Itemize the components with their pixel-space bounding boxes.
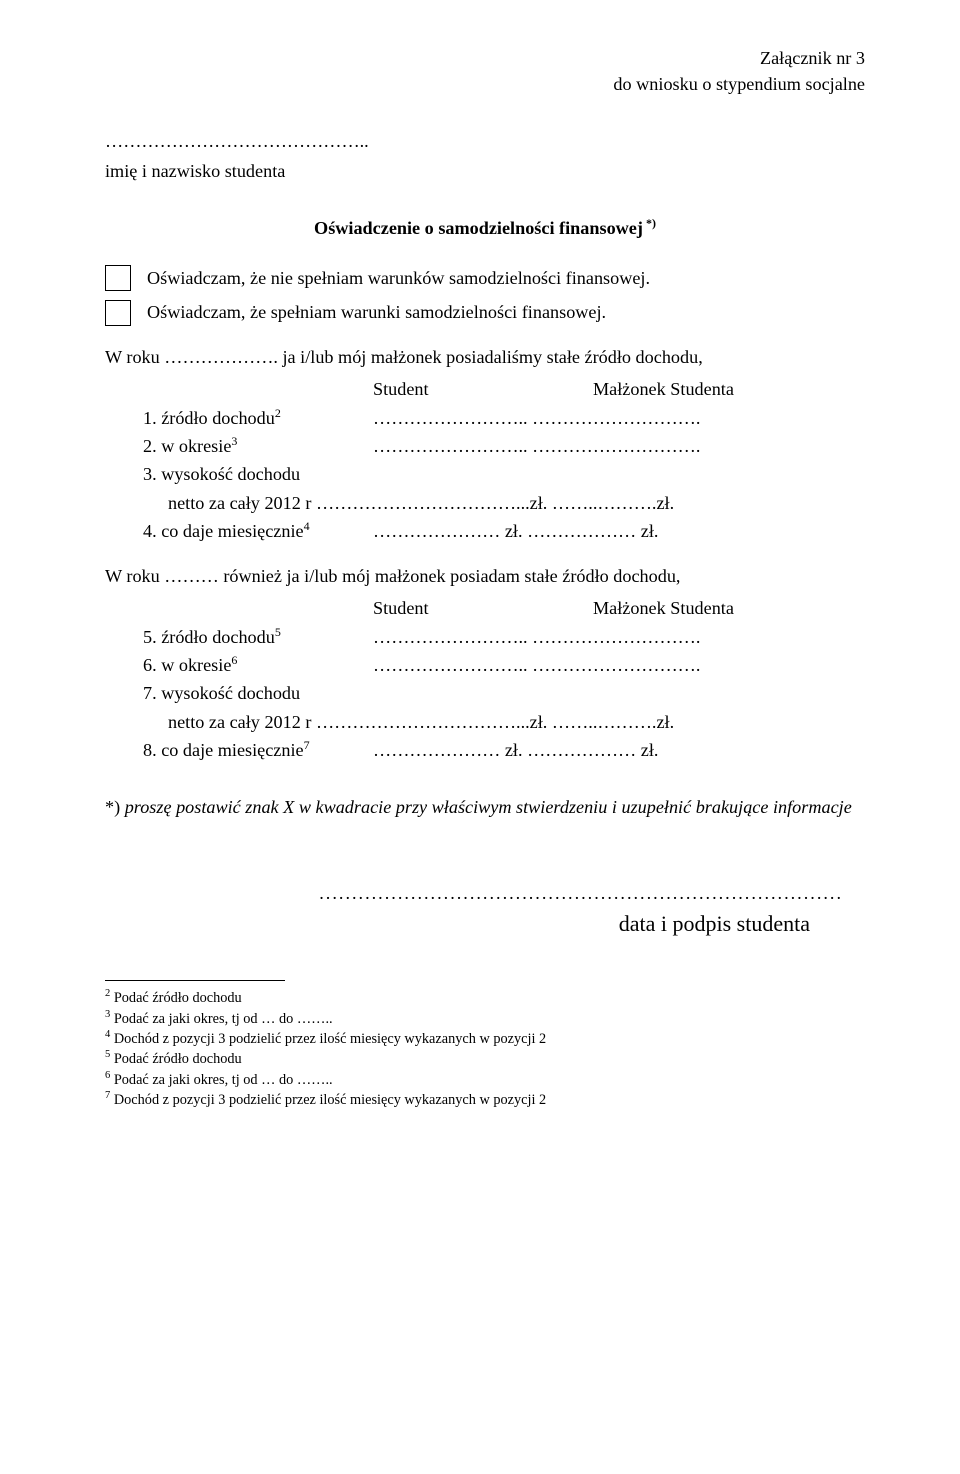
header-line-1: Załącznik nr 3: [105, 45, 865, 71]
checkbox-nie-spelniam[interactable]: [105, 265, 131, 291]
b2-r2-sup: 6: [231, 653, 237, 667]
b2-r2-val: …………………….. ……………………….: [373, 652, 700, 678]
b2-r4-label: 8. co daje miesięcznie: [143, 740, 304, 760]
signature-label: data i podpis studenta: [105, 908, 865, 940]
name-caption: imię i nazwisko studenta: [105, 158, 865, 184]
b1-r2-label: 2. w okresie: [143, 436, 231, 456]
para-year-2: W roku ……… również ja i/lub mój małżonek…: [105, 563, 865, 589]
name-dotted-line: ……………………………………..: [105, 128, 865, 154]
block-1: Student Małżonek Studenta 1. źródło doch…: [143, 376, 865, 545]
b2-r3-line2: netto za cały 2012 r ……………………………...zł. ……: [168, 709, 674, 735]
b2-r1-sup: 5: [275, 625, 281, 639]
b1-r1-label: 1. źródło dochodu: [143, 408, 275, 428]
b1-r2-val: …………………….. ……………………….: [373, 433, 700, 459]
checkbox-label-2: Oświadczam, że spełniam warunki samodzie…: [147, 299, 606, 325]
fn-2: Podać źródło dochodu: [114, 990, 242, 1006]
b2-r4-val: ………………… zł. ……………… zł.: [373, 737, 658, 763]
footnote-divider: [105, 980, 285, 981]
col-student-1: Student: [373, 376, 593, 402]
header-block: Załącznik nr 3 do wniosku o stypendium s…: [105, 45, 865, 98]
fn-3: Podać za jaki okres, tj od … do ……..: [114, 1010, 333, 1026]
b1-r4-sup: 4: [304, 519, 310, 533]
col-spouse-1: Małżonek Studenta: [593, 376, 734, 402]
b1-r4-label: 4. co daje miesięcznie: [143, 521, 304, 541]
note-text: proszę postawić znak X w kwadracie przy …: [125, 797, 852, 817]
title-sup: *): [643, 216, 656, 230]
b2-r1-val: …………………….. ……………………….: [373, 624, 700, 650]
b2-r3-label: 7. wysokość dochodu: [143, 680, 373, 706]
b2-r4-sup: 7: [304, 738, 310, 752]
b1-r3-label: 3. wysokość dochodu: [143, 461, 373, 487]
para-year-1: W roku ………………. ja i/lub mój małżonek pos…: [105, 344, 865, 370]
fn-4: Dochód z pozycji 3 podzielić przez ilość…: [114, 1031, 546, 1047]
b1-r1-val: …………………….. ……………………….: [373, 405, 700, 431]
signature-dots: ........................................…: [319, 883, 843, 903]
title-text: Oświadczenie o samodzielności finansowej: [314, 218, 643, 238]
b1-r4-val: ………………… zł. ……………… zł.: [373, 518, 658, 544]
checkbox-label-1: Oświadczam, że nie spełniam warunków sam…: [147, 265, 650, 291]
b1-r1-sup: 2: [275, 406, 281, 420]
fn-5: Podać źródło dochodu: [114, 1051, 242, 1067]
checkbox-spelniam[interactable]: [105, 300, 131, 326]
b2-r1-label: 5. źródło dochodu: [143, 627, 275, 647]
document-title: Oświadczenie o samodzielności finansowej…: [105, 215, 865, 241]
b1-r3-line2: netto za cały 2012 r ……………………………...zł. ……: [168, 490, 674, 516]
block-2: Student Małżonek Studenta 5. źródło doch…: [143, 595, 865, 764]
fn-7: Dochód z pozycji 3 podzielić przez ilość…: [114, 1092, 546, 1108]
note-star: *): [105, 797, 125, 817]
note: *) proszę postawić znak X w kwadracie pr…: [105, 794, 865, 820]
b2-r2-label: 6. w okresie: [143, 655, 231, 675]
header-line-2: do wniosku o stypendium socjalne: [105, 71, 865, 97]
b1-r2-sup: 3: [231, 434, 237, 448]
col-spouse-2: Małżonek Studenta: [593, 595, 734, 621]
fn-6: Podać za jaki okres, tj od … do ……..: [114, 1071, 333, 1087]
col-student-2: Student: [373, 595, 593, 621]
footnotes: 2 Podać źródło dochodu 3 Podać za jaki o…: [105, 987, 865, 1109]
